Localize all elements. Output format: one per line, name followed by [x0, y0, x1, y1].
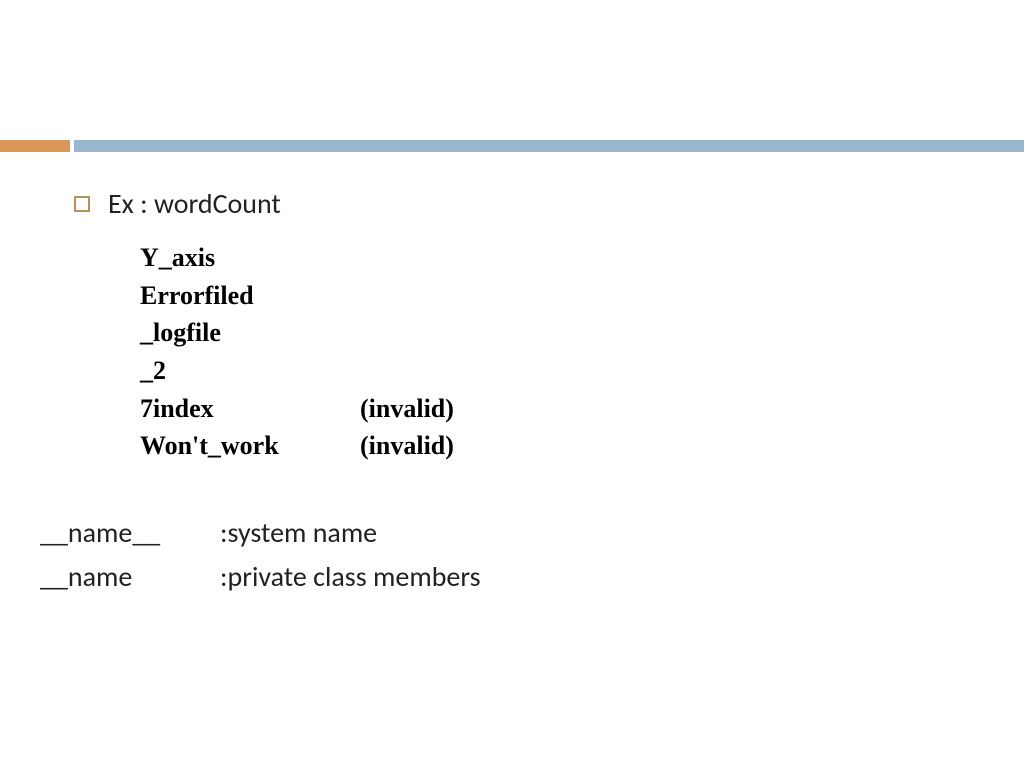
definition-row: __name__ :system name: [40, 511, 984, 554]
definition-key: __name__: [40, 511, 220, 554]
bullet-row: Ex : wordCount: [74, 186, 984, 221]
bullet-text: Ex : wordCount: [108, 186, 281, 221]
example-row: _logfile: [140, 314, 984, 352]
definition-row: __name :private class members: [40, 555, 984, 598]
accent-bar: [0, 140, 1024, 152]
example-name: Won't_work: [140, 427, 360, 465]
slide: Ex : wordCount Y_axis Errorfiled _logfil…: [0, 0, 1024, 768]
accent-bar-left: [0, 140, 70, 152]
example-note: (invalid): [360, 390, 454, 428]
example-row: Won't_work (invalid): [140, 427, 984, 465]
definition-value: :private class members: [220, 555, 481, 598]
content-area: Ex : wordCount Y_axis Errorfiled _logfil…: [74, 186, 984, 598]
definition-value: :system name: [220, 511, 377, 554]
example-row: 7index (invalid): [140, 390, 984, 428]
accent-bar-right: [74, 140, 1024, 152]
example-note: (invalid): [360, 427, 454, 465]
example-name: Errorfiled: [140, 277, 360, 315]
examples-list: Y_axis Errorfiled _logfile _2 7index (in…: [140, 239, 984, 465]
example-row: Y_axis: [140, 239, 984, 277]
definitions-list: __name__ :system name __name :private cl…: [40, 511, 984, 598]
example-name: _logfile: [140, 314, 360, 352]
example-name: _2: [140, 352, 360, 390]
example-row: Errorfiled: [140, 277, 984, 315]
definition-key: __name: [40, 555, 220, 598]
square-bullet-icon: [74, 196, 90, 212]
example-name: Y_axis: [140, 239, 360, 277]
example-name: 7index: [140, 390, 360, 428]
example-row: _2: [140, 352, 984, 390]
